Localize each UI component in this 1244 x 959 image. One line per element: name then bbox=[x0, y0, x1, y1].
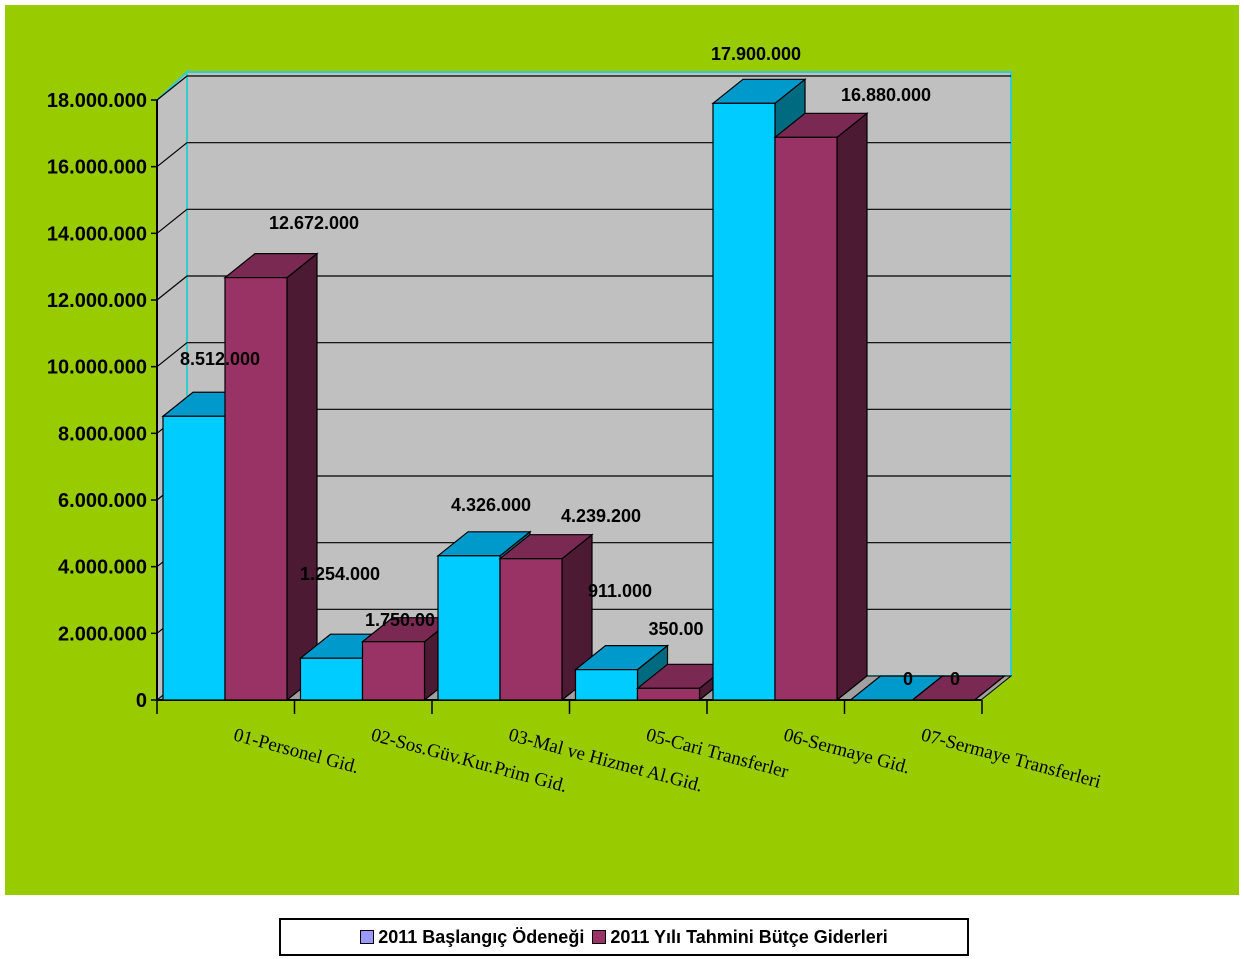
data-label-2-6: 0 bbox=[950, 669, 960, 689]
y-tick-label-2: 4.000.000 bbox=[58, 557, 147, 579]
legend-item-series-1: 2011 Başlangıç Ödeneği bbox=[360, 927, 584, 948]
y-tick-label-5: 10.000.000 bbox=[47, 357, 147, 379]
bar-1-5-front bbox=[712, 102, 776, 701]
data-label-2-4: 350.00 bbox=[648, 619, 703, 639]
data-label-1-2: 1.254.000 bbox=[300, 564, 380, 584]
bar-1-4-front bbox=[574, 669, 639, 701]
bar-2-6-top bbox=[910, 675, 1007, 701]
y-tick-label-6: 12.000.000 bbox=[47, 290, 147, 312]
legend-swatch-series-1 bbox=[360, 930, 375, 944]
data-label-1-4: 911.000 bbox=[588, 581, 652, 601]
data-label-2-2: 1.750.00 bbox=[365, 610, 435, 630]
y-tick-label-8: 16.000.000 bbox=[47, 157, 147, 179]
y-tick-label-9: 18.000.000 bbox=[47, 90, 147, 112]
axes bbox=[151, 99, 983, 714]
bar-2-1-front bbox=[224, 277, 288, 701]
legend: 2011 Başlangıç Ödeneği 2011 Yılı Tahmini… bbox=[279, 918, 969, 956]
legend-swatch-series-2 bbox=[592, 930, 607, 944]
gridline-9 bbox=[156, 75, 1011, 101]
bar-1-1-front bbox=[162, 415, 226, 701]
bar-2-5-front bbox=[774, 136, 838, 701]
bar-2-1 bbox=[223, 252, 319, 702]
bar-1-3-front bbox=[437, 555, 501, 701]
y-tick-label-1: 2.000.000 bbox=[58, 623, 147, 645]
data-label-1-1: 8.512.000 bbox=[180, 349, 260, 369]
y-axis-tick-labels: 0 2.000.000 4.000.000 6.000.000 8.000.000 10.… bbox=[47, 90, 147, 712]
bar-2-3-front bbox=[499, 558, 563, 701]
bars bbox=[161, 78, 1007, 702]
data-label-1-6: 0 bbox=[903, 669, 913, 689]
legend-item-series-2: 2011 Yılı Tahmini Bütçe Giderleri bbox=[592, 926, 888, 948]
y-tick-label-7: 14.000.000 bbox=[47, 223, 147, 245]
bar-2-6 bbox=[910, 675, 1007, 701]
data-labels: 8.512.000 12.672.000 1.254.000 1.750.00 4.32… bbox=[180, 44, 960, 689]
data-label-2-3: 4.239.200 bbox=[561, 506, 641, 526]
data-label-1-5: 17.900.000 bbox=[711, 44, 801, 64]
data-label-2-1: 12.672.000 bbox=[269, 213, 359, 233]
bar-2-5 bbox=[773, 112, 869, 702]
bar-2-4-front bbox=[636, 687, 701, 701]
data-label-1-3: 4.326.000 bbox=[451, 495, 531, 515]
y-tick-label-0: 0 bbox=[136, 690, 147, 712]
legend-label-series-1: 2011 Başlangıç Ödeneği bbox=[378, 926, 585, 947]
data-label-2-5: 16.880.000 bbox=[841, 85, 931, 105]
y-tick-label-4: 8.000.000 bbox=[58, 423, 147, 445]
bar-2-2-front bbox=[361, 641, 426, 701]
bar-2-1-side bbox=[286, 252, 318, 702]
bar-1-2-front bbox=[299, 657, 364, 701]
bar-2-3 bbox=[498, 533, 594, 702]
legend-label-series-2: 2011 Yılı Tahmini Bütçe Giderleri bbox=[610, 926, 888, 947]
bar-2-5-side bbox=[836, 112, 868, 702]
y-tick-label-3: 6.000.000 bbox=[58, 490, 147, 512]
